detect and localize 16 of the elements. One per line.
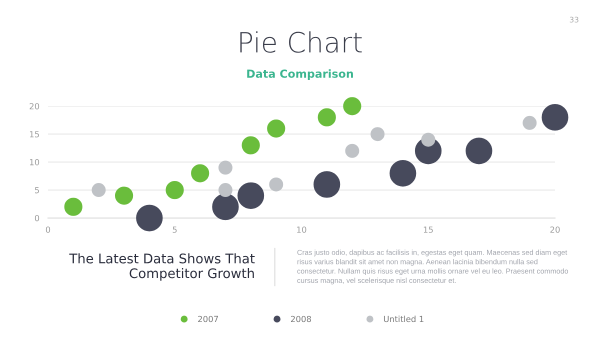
x-tick-label: 20 bbox=[550, 226, 560, 233]
x-tick-label: 0 bbox=[46, 226, 50, 233]
chart-title: Pie Chart bbox=[240, 31, 362, 53]
legend-label: 2007 bbox=[198, 316, 218, 322]
legend-label: 2008 bbox=[290, 316, 312, 322]
x-tick-label: 10 bbox=[297, 226, 306, 233]
y-tick-label: 10 bbox=[30, 159, 40, 166]
y-tick-label: 20 bbox=[30, 103, 40, 110]
x-tick-label: 5 bbox=[172, 226, 177, 233]
text: The Latest Data Shows That Competitor Growth bbox=[69, 253, 255, 281]
legend-label: Untitled 1 bbox=[384, 316, 424, 322]
y-tick-label: 5 bbox=[35, 187, 39, 194]
y-tick-label: 15 bbox=[30, 131, 39, 138]
x-tick-label: 15 bbox=[424, 226, 433, 233]
y-tick-label: 0 bbox=[34, 214, 40, 222]
chart-subtitle: Data Comparison bbox=[247, 69, 353, 80]
